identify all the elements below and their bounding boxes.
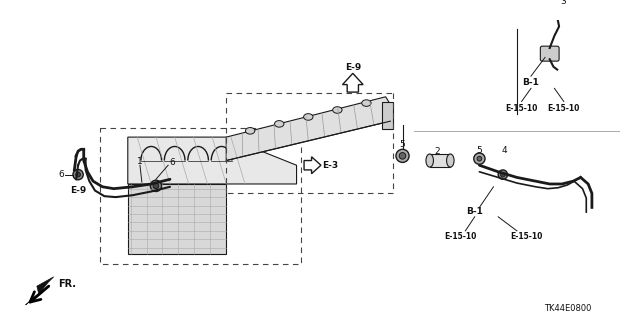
Polygon shape <box>304 157 321 174</box>
Text: 4: 4 <box>502 146 508 155</box>
Ellipse shape <box>303 114 313 120</box>
Text: B-1: B-1 <box>522 78 540 87</box>
Ellipse shape <box>246 128 255 134</box>
Ellipse shape <box>426 154 433 167</box>
Ellipse shape <box>76 172 81 177</box>
Ellipse shape <box>396 149 409 162</box>
Text: 6: 6 <box>58 170 64 179</box>
Ellipse shape <box>333 107 342 113</box>
Ellipse shape <box>447 154 454 167</box>
Polygon shape <box>26 277 54 305</box>
Ellipse shape <box>477 156 482 161</box>
Polygon shape <box>342 73 363 92</box>
Text: E-15-10: E-15-10 <box>506 105 538 114</box>
Ellipse shape <box>474 153 485 164</box>
Ellipse shape <box>153 183 159 189</box>
Text: 1: 1 <box>137 157 143 166</box>
Text: E-15-10: E-15-10 <box>510 232 543 241</box>
Text: TK44E0800: TK44E0800 <box>545 304 592 313</box>
Text: FR.: FR. <box>58 279 76 289</box>
Text: 2: 2 <box>435 147 440 156</box>
Polygon shape <box>226 97 390 160</box>
Ellipse shape <box>500 172 505 177</box>
Bar <box>382 102 393 129</box>
Text: B-1: B-1 <box>467 207 483 216</box>
Bar <box>100 128 301 264</box>
Text: E-9: E-9 <box>70 186 86 195</box>
Ellipse shape <box>498 170 508 179</box>
Ellipse shape <box>73 169 83 180</box>
Text: E-3: E-3 <box>323 161 339 170</box>
Text: 6: 6 <box>169 158 175 167</box>
FancyBboxPatch shape <box>540 46 559 61</box>
Text: E-15-10: E-15-10 <box>444 232 477 241</box>
Bar <box>429 154 451 167</box>
Text: E-9: E-9 <box>345 63 361 72</box>
Text: 5: 5 <box>477 146 483 155</box>
Text: 5: 5 <box>399 140 405 149</box>
Text: 3: 3 <box>560 0 566 6</box>
Polygon shape <box>128 137 296 184</box>
Ellipse shape <box>150 180 161 191</box>
Ellipse shape <box>362 100 371 106</box>
Ellipse shape <box>275 121 284 127</box>
Polygon shape <box>128 184 226 254</box>
Text: E-15-10: E-15-10 <box>548 105 580 114</box>
Ellipse shape <box>399 152 406 159</box>
